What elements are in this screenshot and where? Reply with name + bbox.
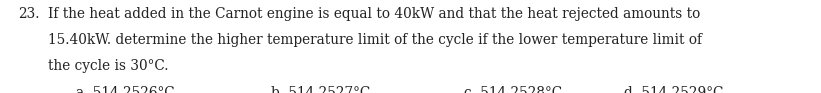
Text: b. 514.2527°C: b. 514.2527°C	[271, 86, 370, 93]
Text: a. 514.2526°C: a. 514.2526°C	[76, 86, 174, 93]
Text: d. 514.2529°C: d. 514.2529°C	[624, 86, 723, 93]
Text: the cycle is 30°C.: the cycle is 30°C.	[48, 59, 168, 73]
Text: 23.: 23.	[18, 7, 39, 21]
Text: If the heat added in the Carnot engine is equal to 40kW and that the heat reject: If the heat added in the Carnot engine i…	[48, 7, 699, 21]
Text: 15.40kW. determine the higher temperature limit of the cycle if the lower temper: 15.40kW. determine the higher temperatur…	[48, 33, 702, 47]
Text: c. 514.2528°C: c. 514.2528°C	[464, 86, 562, 93]
